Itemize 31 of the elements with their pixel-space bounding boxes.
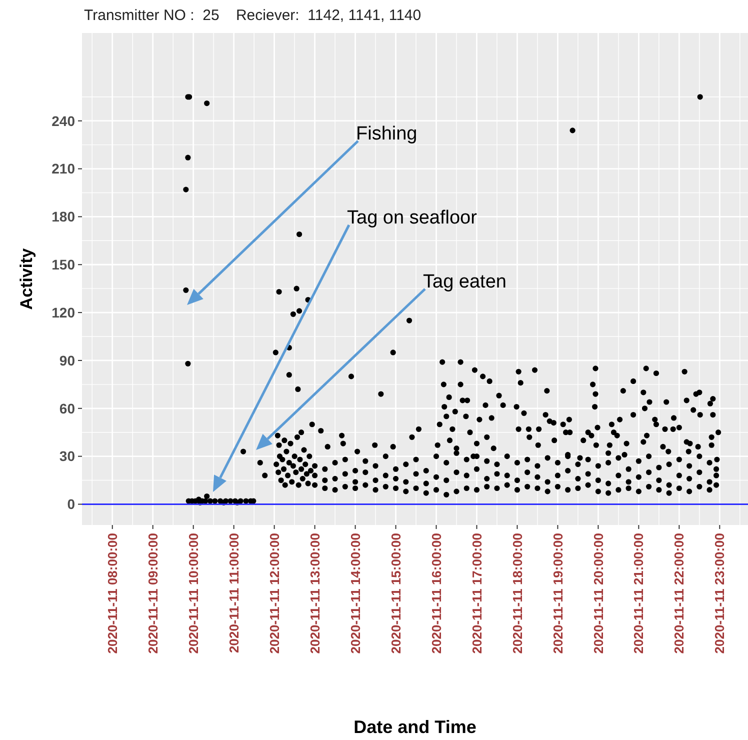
x-tick-label: 2020-11-11 21:00:00 xyxy=(631,533,646,654)
y-tick-label: 0 xyxy=(67,496,76,512)
x-tick-label: 2020-11-11 11:00:00 xyxy=(226,533,242,653)
y-tick-label: 90 xyxy=(59,352,76,368)
y-tick-label: 30 xyxy=(59,448,76,464)
x-tick-label: 2020-11-11 14:00:00 xyxy=(348,533,363,654)
annotation: Fishing xyxy=(356,124,418,145)
x-tick-label: 2020-11-11 22:00:00 xyxy=(672,533,687,654)
y-tick-label: 120 xyxy=(52,304,76,320)
x-tick-label: 2020-11-11 10:00:00 xyxy=(186,533,201,654)
chart-title: Transmitter NO : 25 Reciever: 1142, 1141, 1140 xyxy=(84,7,422,24)
x-tick-label: 2020-11-11 12:00:00 xyxy=(266,533,282,654)
x-tick-label: 2020-11-11 18:00:00 xyxy=(510,533,525,654)
x-tick-label: 2020-11-11 09:00:00 xyxy=(145,533,160,654)
x-tick-label: 2020-11-11 23:00:00 xyxy=(712,533,728,654)
x-tick-label: 2020-11-11 19:00:00 xyxy=(550,533,566,654)
x-tick-label: 2020-11-11 08:00:00 xyxy=(104,533,120,654)
x-axis-title: Date and Time xyxy=(354,717,476,737)
y-tick-label: 60 xyxy=(59,400,76,416)
x-tick-label: 2020-11-11 17:00:00 xyxy=(469,533,484,654)
x-tick-label: 2020-11-11 16:00:00 xyxy=(428,533,444,654)
x-tick-label: 2020-11-11 13:00:00 xyxy=(307,533,322,654)
y-tick-label: 180 xyxy=(52,208,76,225)
y-tick-label: 240 xyxy=(52,112,76,129)
annotation: Tag eaten xyxy=(423,272,506,293)
y-tick-label: 210 xyxy=(52,160,76,177)
y-axis-title: Activity xyxy=(17,248,36,310)
x-tick-label: 2020-11-11 20:00:00 xyxy=(590,533,606,654)
annotation: Tag on seafloor xyxy=(347,208,478,229)
y-tick-label: 150 xyxy=(52,256,76,273)
x-tick-label: 2020-11-11 15:00:00 xyxy=(388,533,404,654)
